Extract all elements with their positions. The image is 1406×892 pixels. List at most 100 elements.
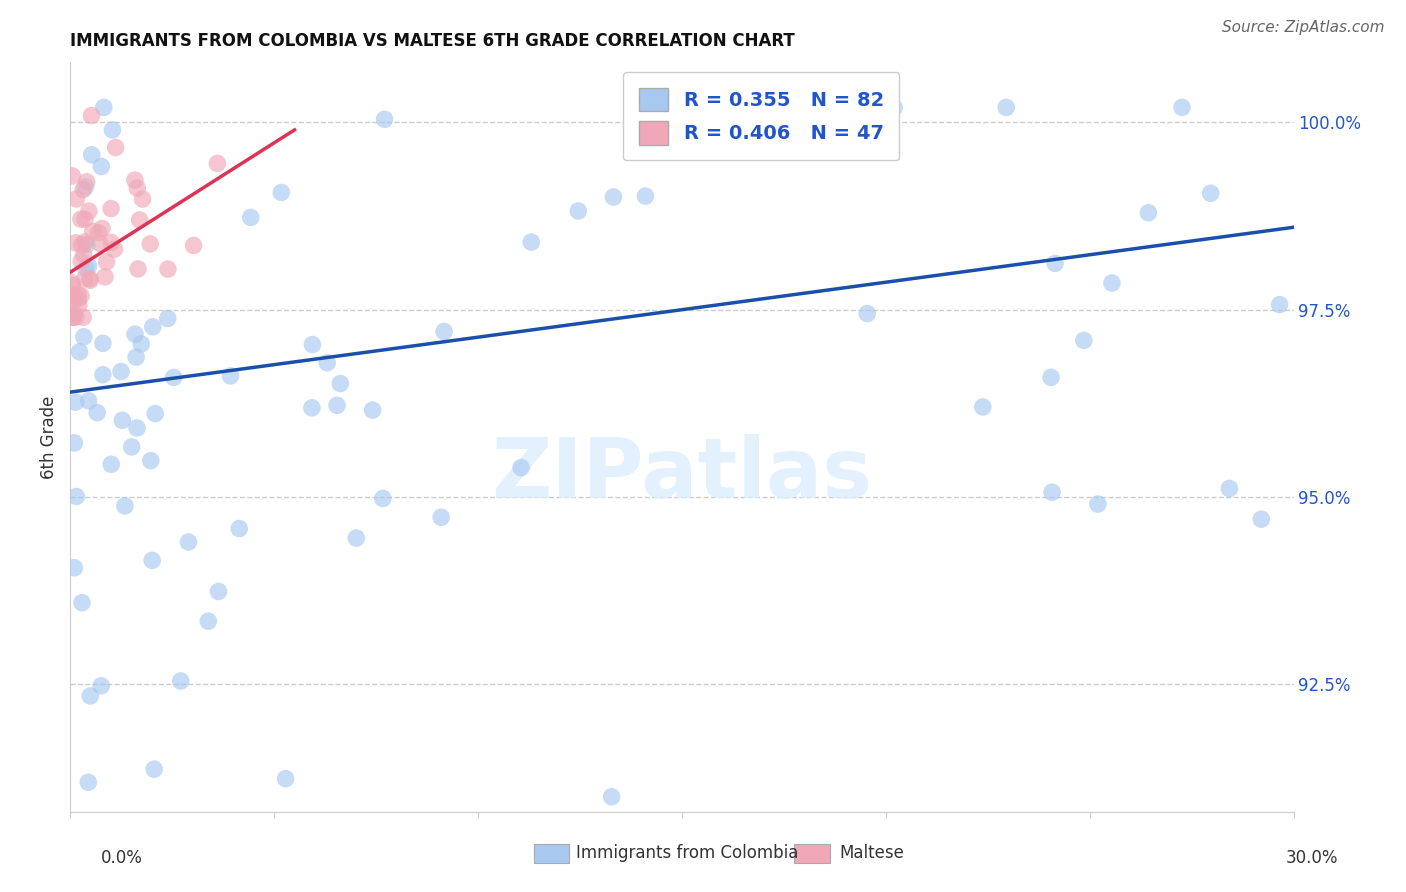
Point [70,237,93,252]
Point [80,109,103,123]
Point [344,531,367,545]
Point [121,440,143,454]
Point [1199,186,1222,201]
Point [91,368,114,382]
Point [76,237,98,252]
Point [73,235,96,249]
Point [139,236,162,251]
Text: Maltese: Maltese [839,844,904,862]
Point [76,175,98,189]
Point [131,192,153,206]
Text: 30.0%: 30.0% [1286,849,1339,867]
Point [1087,497,1109,511]
Point [856,307,879,321]
Point [430,510,453,524]
Point [67,292,90,306]
Point [65,235,87,250]
Point [883,100,905,114]
Point [1218,482,1240,496]
Point [371,491,394,506]
Point [67,287,90,301]
Point [127,262,149,277]
Point [75,179,97,194]
Legend: R = 0.355   N = 82, R = 0.406   N = 47: R = 0.355 N = 82, R = 0.406 N = 47 [623,72,900,161]
Point [301,337,323,351]
Point [995,100,1018,114]
Point [127,181,149,195]
Point [63,560,86,574]
Point [111,413,134,427]
Text: Immigrants from Colombia: Immigrants from Colombia [576,844,799,862]
Point [82,224,104,238]
Point [73,330,96,344]
Point [87,226,110,240]
Point [207,584,229,599]
Point [1040,370,1063,384]
Point [93,100,115,114]
Point [104,140,127,154]
Point [1101,276,1123,290]
Point [60,310,83,325]
Point [197,614,219,628]
Point [72,247,94,261]
Point [1250,512,1272,526]
Point [326,398,349,412]
Point [124,173,146,187]
Point [110,365,132,379]
Point [374,112,396,127]
Point [301,401,323,415]
Point [73,212,96,227]
Point [79,273,101,287]
Point [72,310,94,325]
Point [141,553,163,567]
Point [142,319,165,334]
Point [91,336,114,351]
Point [80,148,103,162]
Point [114,499,136,513]
Point [510,460,533,475]
Point [77,775,100,789]
Point [96,255,118,269]
Point [177,535,200,549]
Point [219,368,242,383]
Point [143,407,166,421]
Point [228,522,250,536]
Point [62,310,84,325]
Point [103,242,125,256]
Point [567,204,589,219]
Point [90,679,112,693]
Point [101,123,124,137]
Text: 0.0%: 0.0% [101,849,143,867]
Point [62,288,84,302]
Point [634,189,657,203]
Point [100,202,122,216]
Point [124,327,146,342]
Point [1043,256,1066,270]
Point [1137,206,1160,220]
Point [70,254,93,268]
Point [60,278,83,293]
Point [1268,297,1291,311]
Point [70,596,93,610]
Point [156,262,179,277]
Point [79,689,101,703]
Point [207,156,229,170]
Point [170,673,193,688]
Point [797,100,820,114]
Point [239,211,262,225]
Point [63,308,86,322]
Point [65,490,87,504]
Point [86,406,108,420]
Point [63,436,86,450]
Point [361,403,384,417]
Point [67,298,90,312]
Point [602,190,624,204]
Point [128,213,150,227]
Point [156,311,179,326]
Point [70,289,93,303]
Point [972,400,994,414]
Point [77,260,100,274]
Point [329,376,352,391]
Text: Source: ZipAtlas.com: Source: ZipAtlas.com [1222,20,1385,35]
Point [316,356,339,370]
